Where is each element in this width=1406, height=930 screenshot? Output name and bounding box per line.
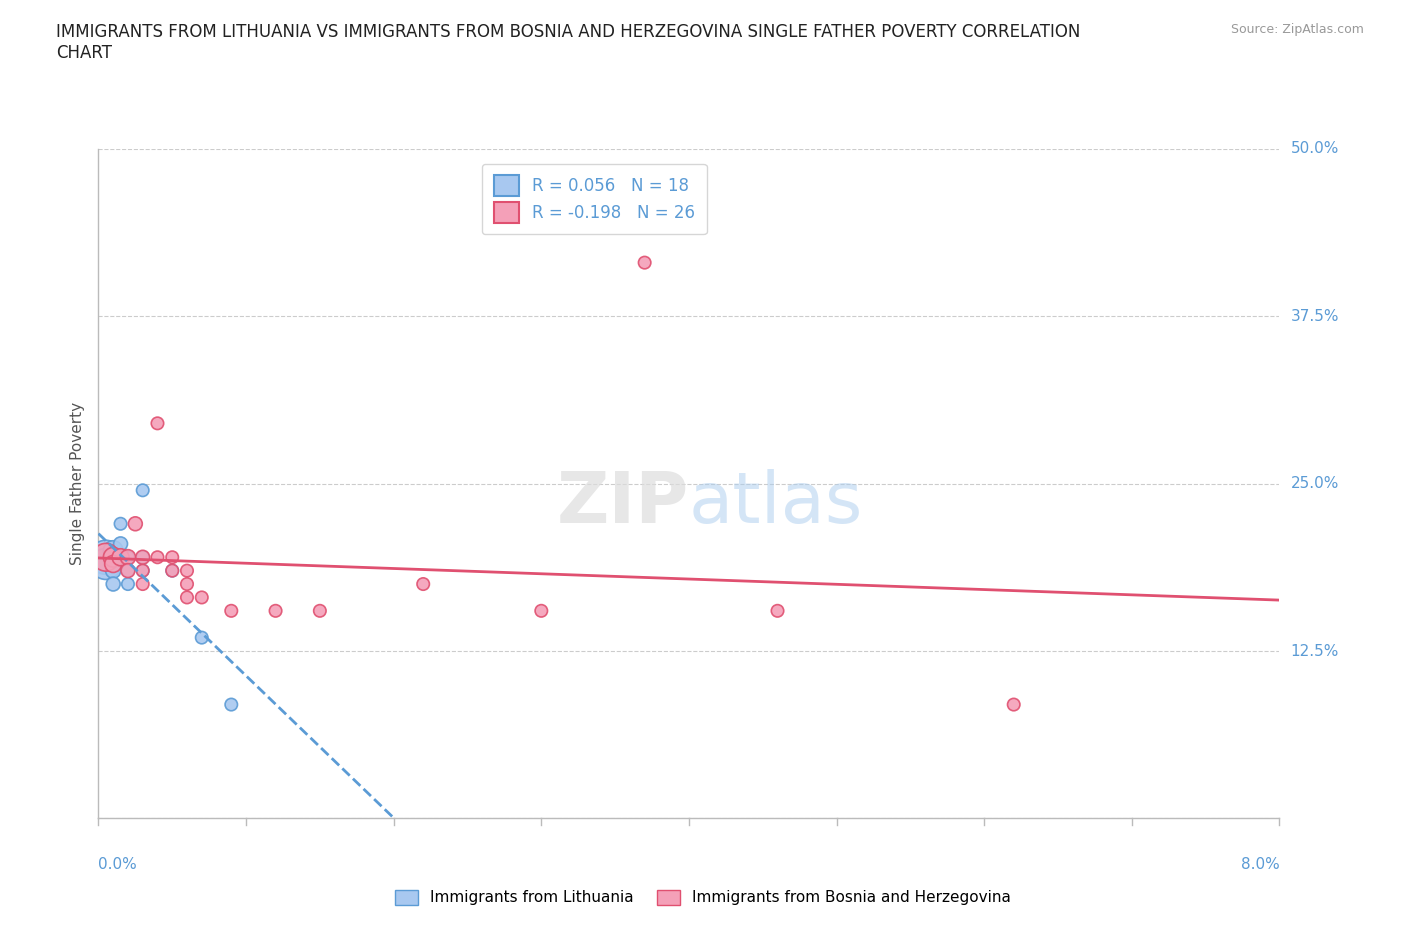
Text: ZIP: ZIP [557, 470, 689, 538]
Point [103, 556, 125, 571]
Point [264, 604, 287, 618]
Point [117, 564, 139, 578]
Point [117, 577, 139, 591]
Point [412, 577, 434, 591]
Point [132, 550, 155, 565]
Point [146, 550, 169, 565]
Point [103, 577, 125, 591]
Point [162, 564, 183, 578]
Text: 12.5%: 12.5% [1291, 644, 1339, 658]
Point [309, 604, 332, 618]
Point [110, 537, 132, 551]
Legend: R = 0.056   N = 18, R = -0.198   N = 26: R = 0.056 N = 18, R = -0.198 N = 26 [482, 164, 707, 234]
Point [132, 564, 155, 578]
Legend: Immigrants from Lithuania, Immigrants from Bosnia and Herzegovina: Immigrants from Lithuania, Immigrants fr… [382, 877, 1024, 918]
Point [221, 698, 243, 712]
Point [176, 577, 198, 591]
Text: 50.0%: 50.0% [1291, 141, 1339, 156]
Text: Source: ZipAtlas.com: Source: ZipAtlas.com [1230, 23, 1364, 36]
Point [162, 564, 183, 578]
Point [132, 483, 155, 498]
Point [191, 590, 214, 604]
Text: 0.0%: 0.0% [98, 857, 138, 872]
Point [132, 550, 155, 565]
Point [191, 631, 214, 645]
Point [176, 564, 198, 578]
Point [124, 516, 146, 531]
Point [110, 550, 132, 565]
Y-axis label: Single Father Poverty: Single Father Poverty [69, 402, 84, 565]
Point [117, 550, 139, 565]
Point [94, 550, 117, 565]
Point [94, 556, 117, 571]
Point [110, 550, 132, 565]
Point [117, 564, 139, 578]
Point [103, 564, 125, 578]
Point [221, 604, 243, 618]
Point [103, 550, 125, 565]
Text: 8.0%: 8.0% [1240, 857, 1279, 872]
Point [146, 416, 169, 431]
Point [103, 543, 125, 558]
Point [132, 564, 155, 578]
Point [176, 590, 198, 604]
Text: 25.0%: 25.0% [1291, 476, 1339, 491]
Point [162, 550, 183, 565]
Text: atlas: atlas [689, 470, 863, 538]
Point [634, 255, 657, 270]
Point [132, 577, 155, 591]
Point [1002, 698, 1025, 712]
Point [110, 516, 132, 531]
Text: 37.5%: 37.5% [1291, 309, 1339, 324]
Point [103, 550, 125, 565]
Point [766, 604, 789, 618]
Point [530, 604, 553, 618]
Point [117, 550, 139, 565]
Point [94, 550, 117, 565]
Text: IMMIGRANTS FROM LITHUANIA VS IMMIGRANTS FROM BOSNIA AND HERZEGOVINA SINGLE FATHE: IMMIGRANTS FROM LITHUANIA VS IMMIGRANTS … [56, 23, 1081, 62]
